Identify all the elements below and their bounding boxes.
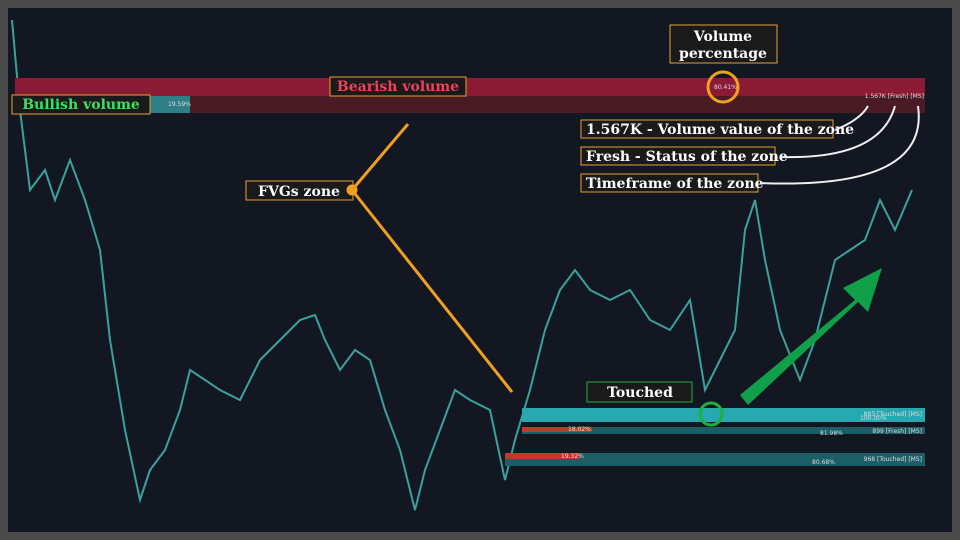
bearish-label: Bearish volume [337, 79, 459, 95]
legend-timeframe: Timeframe of the zone [586, 176, 764, 192]
highlight-circle [706, 70, 740, 104]
zone-pct: 81.98% [820, 430, 843, 437]
label-box [580, 173, 759, 193]
bearish-bar [15, 78, 925, 96]
bullish-row [15, 96, 925, 113]
zone-pct: 100.00% [860, 415, 887, 422]
zone-bar-bearish [505, 453, 580, 459]
label-box [586, 381, 693, 403]
zone-bar [522, 408, 925, 422]
bullish-label: Bullish volume [22, 97, 140, 113]
touch-circle [698, 401, 724, 427]
callout-arrows [759, 105, 920, 185]
zone-pct: 80.68% [812, 459, 835, 466]
zone-bar-bearish [522, 427, 592, 432]
zone-info: 899 [Fresh] [MS] [872, 428, 922, 435]
zone-pct: 18.02% [568, 426, 591, 433]
zone-bar [505, 453, 925, 466]
label-box [669, 24, 778, 64]
zone-pct: 19.32% [561, 453, 584, 460]
trend-arrow [740, 268, 882, 405]
legend-volume: 1.567K - Volume value of the zone [586, 122, 854, 138]
fvg-label: FVGs zone [258, 184, 340, 200]
zone-bar [522, 427, 925, 434]
fvg-arrows [346, 123, 514, 393]
volume-label: Volume [693, 29, 752, 45]
label-box [11, 94, 151, 115]
zone-info: 1.567K [Fresh] [MS] [865, 93, 924, 100]
touched-label: Touched [607, 385, 673, 401]
price-path [11, 19, 913, 511]
legend-status: Fresh - Status of the zone [586, 149, 788, 165]
bearish-pct: 80.41% [714, 84, 737, 91]
zone-info: 968 [Touched] [MS] [864, 456, 922, 463]
volume-label: percentage [679, 46, 767, 62]
label-box [329, 76, 467, 97]
zone-info: 883 [Touched] [MS] [864, 411, 922, 418]
label-box [580, 146, 776, 166]
bullish-pct: 19.59% [168, 101, 191, 108]
label-box [580, 119, 834, 139]
